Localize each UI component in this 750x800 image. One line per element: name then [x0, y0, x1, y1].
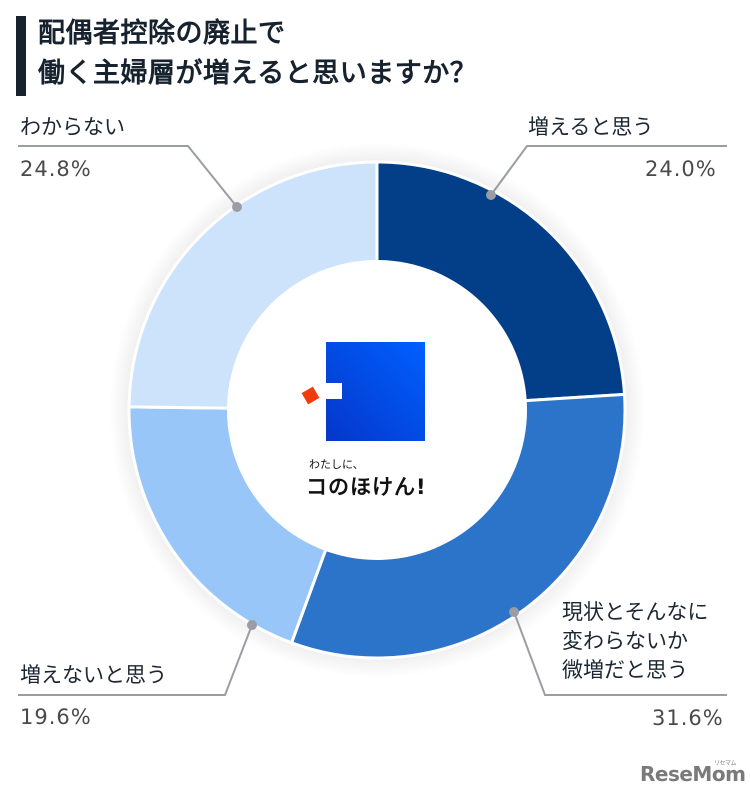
pct-unknown: 24.8% [20, 157, 92, 181]
chart-title-line1: 配偶者控除の廃止で [38, 18, 286, 49]
leader-dot-same [509, 607, 519, 617]
resemom-watermark-logo: ReseMom リセマム [640, 760, 746, 786]
leader-dot-no-increase [247, 620, 257, 630]
watermark-kana: リセマム [714, 760, 737, 767]
leader-dot-unknown [232, 202, 242, 212]
watermark-text: ReseMom [640, 762, 746, 786]
logo-square-icon [326, 342, 425, 441]
label-increase: 増えると思う [528, 115, 654, 139]
chart-title: 配偶者控除の廃止で 働く主婦層が増えると思いますか？ [38, 14, 477, 94]
leader-line-increase [490, 145, 727, 196]
label-same-line1: 現状とそんなに [562, 600, 709, 624]
label-unknown: わからない [20, 115, 125, 139]
logo-notch [326, 383, 342, 399]
label-no-increase: 増えないと思う [20, 663, 167, 687]
leader-line-same [513, 611, 727, 696]
pct-increase: 24.0% [645, 157, 717, 181]
leader-line-no-increase [18, 624, 253, 696]
pct-same: 31.6% [652, 706, 724, 730]
title-accent-bar [16, 16, 26, 96]
logo-tagline: わたしに、 [309, 458, 364, 471]
leader-dot-increase [486, 190, 496, 200]
label-same-line3: 微増だと思う [562, 658, 688, 682]
logo-name: コのほけん! [306, 475, 427, 499]
pct-no-increase: 19.6% [20, 705, 92, 729]
leader-line-unknown [18, 145, 238, 208]
label-same-line2: 変わらないか [562, 629, 688, 653]
logo-accent-diamond-icon [301, 386, 320, 405]
chart-title-line2: 働く主婦層が増えると思いますか？ [38, 58, 478, 89]
